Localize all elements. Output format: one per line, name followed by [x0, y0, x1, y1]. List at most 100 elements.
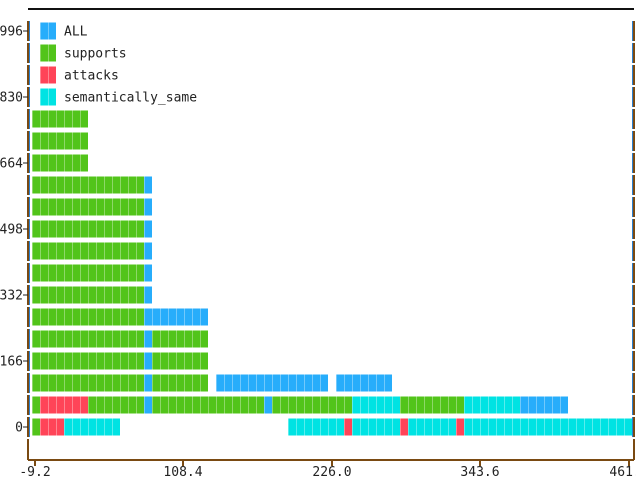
cell-supports [80, 132, 88, 150]
cell-supports [88, 264, 96, 282]
cell-semantically-same [592, 418, 600, 436]
cell-supports [72, 242, 80, 260]
cell-all [144, 352, 152, 370]
cell-supports [136, 220, 144, 238]
cell-supports [80, 198, 88, 216]
cell-supports [64, 110, 72, 128]
cell-all [544, 396, 552, 414]
legend: ALL supports attacks semantically_same [40, 22, 197, 106]
cell-all [536, 396, 544, 414]
cell-supports [32, 220, 40, 238]
cell-supports [192, 352, 200, 370]
cell-supports [88, 308, 96, 326]
cell-all [376, 374, 384, 392]
cell-supports [48, 286, 56, 304]
cell-supports [184, 374, 192, 392]
cell-supports [96, 220, 104, 238]
cell-supports [48, 132, 56, 150]
cell-semantically-same [392, 418, 400, 436]
cell-supports [160, 374, 168, 392]
cell-semantically-same [96, 418, 104, 436]
y-tick-label: 664 [0, 157, 23, 172]
cell-supports [128, 286, 136, 304]
cell-supports [72, 264, 80, 282]
cell-all [560, 396, 568, 414]
cell-attacks [48, 418, 56, 436]
bar-row [32, 396, 568, 414]
cell-supports [112, 220, 120, 238]
y-tick-label: 498 [0, 223, 23, 238]
cell-supports [72, 330, 80, 348]
cell-attacks [40, 396, 48, 414]
cell-supports [152, 352, 160, 370]
cell-supports [40, 132, 48, 150]
cell-semantically-same [496, 396, 504, 414]
legend-label: supports [64, 47, 127, 62]
cell-supports [136, 308, 144, 326]
cell-semantically-same [416, 418, 424, 436]
legend-swatch [48, 22, 56, 40]
cell-all [312, 374, 320, 392]
cell-attacks [40, 418, 48, 436]
cell-supports [64, 242, 72, 260]
y-tick-label: 996 [0, 25, 23, 40]
cell-supports [136, 264, 144, 282]
cell-attacks [72, 396, 80, 414]
cell-semantically-same [80, 418, 88, 436]
cell-all [176, 308, 184, 326]
cell-semantically-same [376, 418, 384, 436]
cell-attacks [344, 418, 352, 436]
cell-supports [192, 396, 200, 414]
cell-supports [80, 264, 88, 282]
cell-semantically-same [488, 418, 496, 436]
cell-supports [40, 220, 48, 238]
cell-supports [200, 352, 208, 370]
bar-row [32, 352, 208, 370]
cell-supports [96, 396, 104, 414]
cell-supports [96, 308, 104, 326]
cell-all [320, 374, 328, 392]
cell-supports [32, 242, 40, 260]
cell-all [160, 308, 168, 326]
cell-all [144, 198, 152, 216]
cell-semantically-same [64, 418, 72, 436]
cell-all [520, 396, 528, 414]
bar-row [32, 286, 152, 304]
cell-supports [96, 176, 104, 194]
cell-supports [112, 176, 120, 194]
legend-label: semantically_same [64, 91, 197, 106]
cell-supports [304, 396, 312, 414]
legend-label: attacks [64, 69, 119, 84]
cell-all [264, 374, 272, 392]
bar-row [32, 154, 88, 172]
cell-supports [328, 396, 336, 414]
cell-all [152, 308, 160, 326]
cell-supports [96, 374, 104, 392]
cell-supports [40, 330, 48, 348]
cell-supports [216, 396, 224, 414]
x-tick-label: 226.0 [312, 465, 351, 480]
y-tick-label: 0 [15, 421, 23, 436]
cell-supports [72, 154, 80, 172]
cell-semantically-same [296, 418, 304, 436]
cell-supports [296, 396, 304, 414]
legend-swatch [48, 44, 56, 62]
cell-supports [160, 396, 168, 414]
cell-supports [64, 220, 72, 238]
cell-supports [64, 374, 72, 392]
legend-swatch [40, 44, 48, 62]
cell-supports [32, 132, 40, 150]
cell-supports [64, 308, 72, 326]
cell-all [144, 220, 152, 238]
cell-supports [240, 396, 248, 414]
cell-supports [72, 308, 80, 326]
cell-semantically-same [544, 418, 552, 436]
cell-supports [40, 352, 48, 370]
cell-supports [272, 396, 280, 414]
cell-semantically-same [368, 396, 376, 414]
cell-supports [80, 176, 88, 194]
cell-supports [120, 330, 128, 348]
cell-supports [168, 396, 176, 414]
cell-supports [192, 330, 200, 348]
